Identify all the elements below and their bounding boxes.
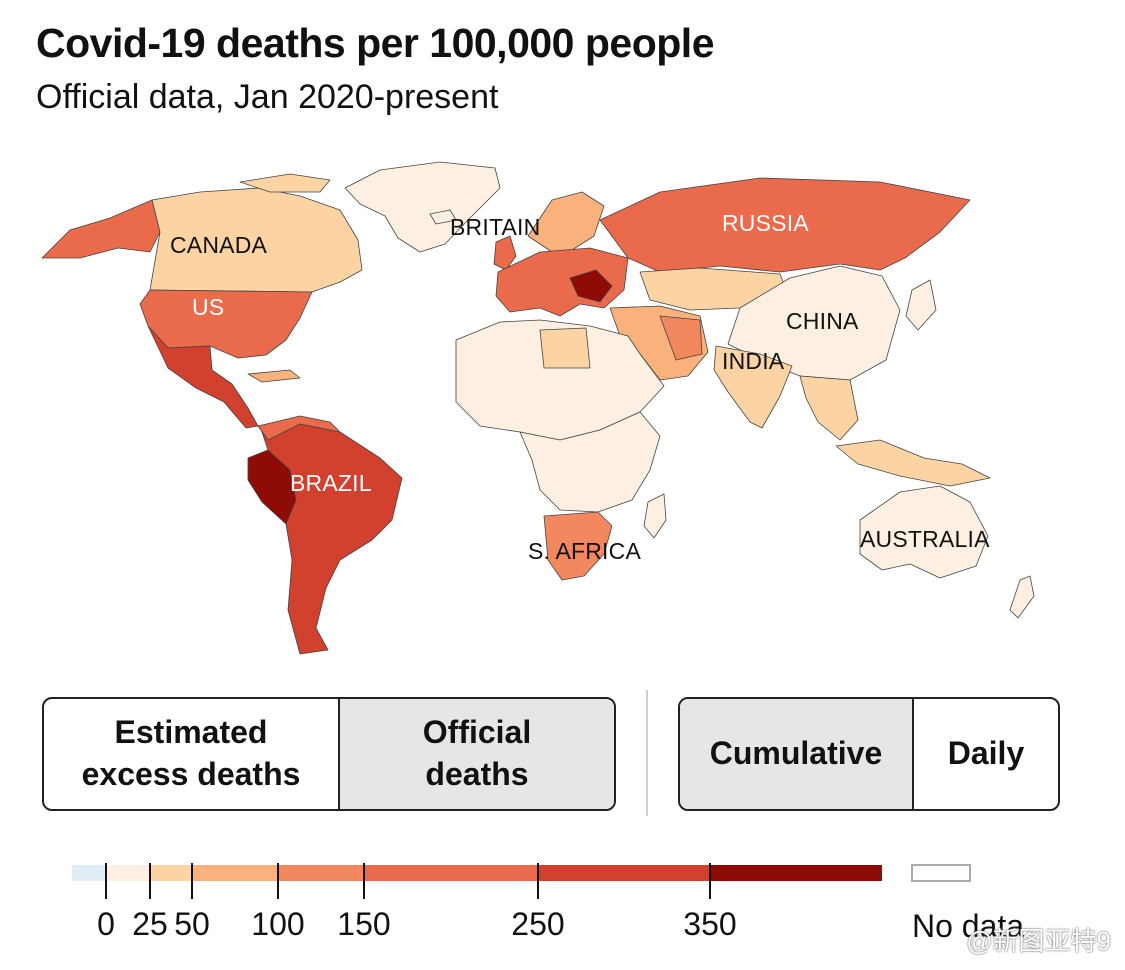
legend-bin-5 bbox=[364, 865, 538, 881]
britain-region bbox=[493, 235, 517, 271]
india-region bbox=[713, 345, 793, 429]
iceland-region bbox=[429, 209, 457, 225]
legend-bin-6 bbox=[538, 865, 710, 881]
estimated-excess-deaths-button[interactable]: Estimated excess deaths bbox=[81, 714, 301, 792]
libya-region bbox=[539, 327, 591, 369]
no-data-label: No data bbox=[912, 908, 1024, 944]
map-label-brazil: BRAZIL bbox=[290, 470, 372, 496]
eastern-europe-region bbox=[569, 269, 613, 303]
map-label-australia: AUSTRALIA bbox=[860, 526, 990, 552]
world-map-svg bbox=[41, 161, 1035, 655]
chart-subtitle: Official data, Jan 2020-present bbox=[36, 78, 499, 116]
japan-region bbox=[905, 279, 937, 331]
central-africa-region bbox=[519, 411, 661, 513]
daily-button[interactable]: Daily bbox=[912, 699, 1058, 809]
caribbean-region bbox=[247, 369, 301, 383]
legend-tick-label-3: 100 bbox=[251, 906, 304, 942]
legend-svg: 0 25 50 100 150 250 350 No data bbox=[72, 863, 1024, 944]
watermark-text: @新图亚特9 bbox=[966, 926, 1111, 956]
indonesia-region bbox=[835, 439, 991, 487]
official-deaths-button[interactable]: Official deaths bbox=[338, 699, 614, 809]
new-zealand-region bbox=[1009, 575, 1035, 619]
legend-bin-2 bbox=[150, 865, 192, 881]
map-label-us: US bbox=[192, 294, 225, 320]
madagascar-region bbox=[643, 493, 667, 539]
legend-tick-label-2: 50 bbox=[174, 906, 210, 942]
measure-toggle: Estimated excess deaths Official deaths bbox=[42, 697, 616, 811]
alaska-region bbox=[41, 199, 161, 259]
iran-region bbox=[659, 315, 703, 361]
mode-toggle: Cumulative Daily bbox=[678, 697, 1060, 811]
legend-bin-3 bbox=[192, 865, 278, 881]
greenland-region bbox=[344, 161, 501, 253]
legend-bin-1 bbox=[106, 865, 150, 881]
legend-bin-4 bbox=[278, 865, 364, 881]
chart-title: Covid-19 deaths per 100,000 people bbox=[36, 20, 715, 66]
legend-tick-label-6: 350 bbox=[683, 906, 736, 942]
map-label-russia: RUSSIA bbox=[722, 210, 809, 236]
mexico-central-america-region bbox=[147, 325, 259, 429]
canada-region bbox=[149, 187, 363, 293]
map-label-india: INDIA bbox=[722, 348, 785, 374]
us-region bbox=[139, 289, 313, 359]
southeast-asia-region bbox=[799, 375, 859, 441]
legend-bin-7 bbox=[710, 865, 882, 881]
australia-region bbox=[859, 485, 989, 579]
map-label-canada: CANADA bbox=[170, 232, 268, 258]
north-africa-region bbox=[455, 319, 665, 441]
colombia-venezuela-region bbox=[257, 415, 341, 441]
map-label-s-africa: S. AFRICA bbox=[528, 538, 641, 564]
brazil-region bbox=[259, 423, 403, 655]
legend-tick-label-5: 250 bbox=[511, 906, 564, 942]
no-data-swatch bbox=[911, 864, 971, 882]
controls-divider bbox=[646, 690, 648, 816]
world-choropleth-map: CANADA US BRAZIL BRITAIN RUSSIA CHINA IN… bbox=[0, 140, 1125, 670]
legend-tick-label-1: 25 bbox=[132, 906, 168, 942]
map-label-britain: BRITAIN bbox=[450, 214, 541, 240]
color-legend: 0 25 50 100 150 250 350 No data bbox=[60, 855, 1060, 965]
arctic-islands-region bbox=[239, 173, 331, 193]
southern-africa-region bbox=[543, 511, 613, 581]
legend-bin-0 bbox=[72, 865, 106, 881]
map-label-china: CHINA bbox=[786, 308, 859, 334]
legend-tick-label-0: 0 bbox=[97, 906, 115, 942]
legend-tick-label-4: 150 bbox=[337, 906, 390, 942]
cumulative-button[interactable]: Cumulative bbox=[680, 699, 912, 809]
